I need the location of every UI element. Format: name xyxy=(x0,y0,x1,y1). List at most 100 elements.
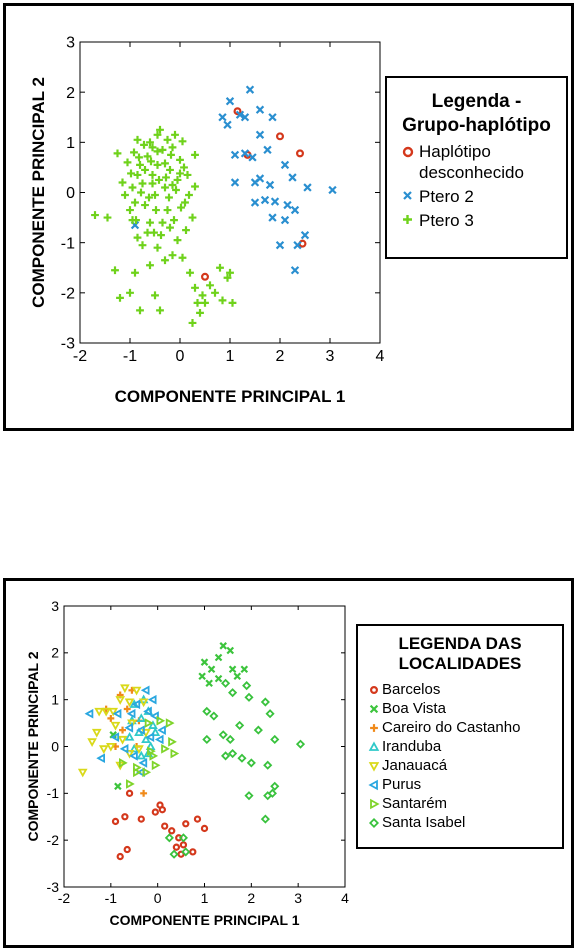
data-point xyxy=(119,758,128,768)
data-point xyxy=(179,841,188,849)
data-point xyxy=(116,293,124,302)
data-point xyxy=(170,748,180,759)
data-point xyxy=(127,719,137,729)
legend-label: Purus xyxy=(382,776,422,793)
x-tick-label: 4 xyxy=(341,890,349,906)
data-point xyxy=(136,750,147,760)
data-point xyxy=(164,833,174,843)
data-point xyxy=(134,745,144,754)
data-point xyxy=(153,243,162,252)
data-point xyxy=(166,166,174,174)
data-point xyxy=(209,711,219,721)
legend-item: Boa Vista xyxy=(366,699,562,718)
data-point xyxy=(91,211,99,219)
data-point xyxy=(127,169,135,178)
legend-marker xyxy=(368,762,380,772)
data-point xyxy=(126,708,136,719)
data-point xyxy=(153,130,162,139)
x-axis-label: COMPONENTE PRINCIPAL 1 xyxy=(115,387,346,406)
data-point xyxy=(136,306,144,315)
data-point xyxy=(156,715,166,726)
y-tick-label: -3 xyxy=(61,336,75,353)
data-point xyxy=(121,191,129,199)
data-point xyxy=(183,171,192,179)
plus-marker-icon xyxy=(403,215,412,224)
data-point xyxy=(178,833,188,843)
series-ptero-2 xyxy=(130,85,337,275)
data-point xyxy=(226,646,235,655)
data-point xyxy=(230,150,240,160)
data-point xyxy=(112,708,122,719)
x-tick-label: -1 xyxy=(123,348,137,365)
data-point xyxy=(228,748,238,759)
legend-item-unknown: Haplótipo desconhecido xyxy=(399,141,566,183)
data-point xyxy=(193,815,202,823)
data-point xyxy=(244,791,254,801)
data-point xyxy=(161,822,169,830)
data-point xyxy=(295,739,306,749)
data-point xyxy=(168,827,176,835)
data-point xyxy=(276,132,284,141)
data-point xyxy=(180,163,188,172)
data-point xyxy=(172,843,181,851)
data-point xyxy=(228,665,237,674)
plus-marker-icon xyxy=(370,724,378,732)
data-point xyxy=(296,149,304,158)
y-tick-label: -1 xyxy=(47,785,60,801)
data-point xyxy=(303,183,312,192)
y-tick-label: -2 xyxy=(61,285,75,302)
data-point xyxy=(207,665,216,674)
data-point xyxy=(101,707,111,717)
data-point xyxy=(140,140,148,149)
data-point xyxy=(114,782,122,791)
data-point xyxy=(253,725,263,735)
legend-item-ptero3: Ptero 3 xyxy=(399,210,566,231)
data-point xyxy=(235,110,245,119)
data-point xyxy=(283,200,292,210)
data-point xyxy=(151,760,161,771)
data-point xyxy=(233,107,242,116)
data-point xyxy=(167,150,175,159)
data-point xyxy=(237,753,247,763)
data-point xyxy=(118,178,127,187)
data-point xyxy=(146,218,154,227)
y-axis-label: COMPONENTE PRINCIPAL 2 xyxy=(29,77,48,308)
triangle-right-marker-icon xyxy=(370,798,380,810)
data-point xyxy=(140,685,150,696)
data-point xyxy=(191,182,199,191)
data-point xyxy=(165,193,173,202)
data-point xyxy=(268,113,277,122)
data-point xyxy=(263,145,272,155)
data-point xyxy=(200,824,209,833)
y-tick-label: 0 xyxy=(51,738,59,754)
data-point xyxy=(255,174,265,183)
legend-marker xyxy=(370,798,380,810)
x-tick-label: 1 xyxy=(201,890,209,906)
data-point xyxy=(133,767,142,778)
x-tick-label: -2 xyxy=(73,348,87,365)
data-point xyxy=(181,847,191,857)
data-point xyxy=(133,233,142,242)
legend-top: Legenda - Grupo-haplótipo Haplótipo desc… xyxy=(385,76,568,259)
data-point xyxy=(268,213,277,222)
x-tick-label: 3 xyxy=(326,348,335,365)
data-point xyxy=(280,215,290,225)
data-point xyxy=(176,155,184,164)
data-point xyxy=(255,105,265,114)
y-tick-label: -1 xyxy=(61,235,75,252)
legend-marker xyxy=(368,741,380,751)
data-point xyxy=(145,732,155,742)
data-point xyxy=(188,319,197,327)
series-purus xyxy=(84,685,166,778)
data-point xyxy=(158,145,167,154)
data-point xyxy=(176,169,184,178)
data-point xyxy=(214,653,223,662)
data-point xyxy=(136,713,147,722)
data-point xyxy=(103,213,112,222)
legend-label: Santarém xyxy=(382,795,448,812)
data-point xyxy=(87,738,97,747)
data-point xyxy=(111,817,120,826)
data-point xyxy=(193,298,202,307)
